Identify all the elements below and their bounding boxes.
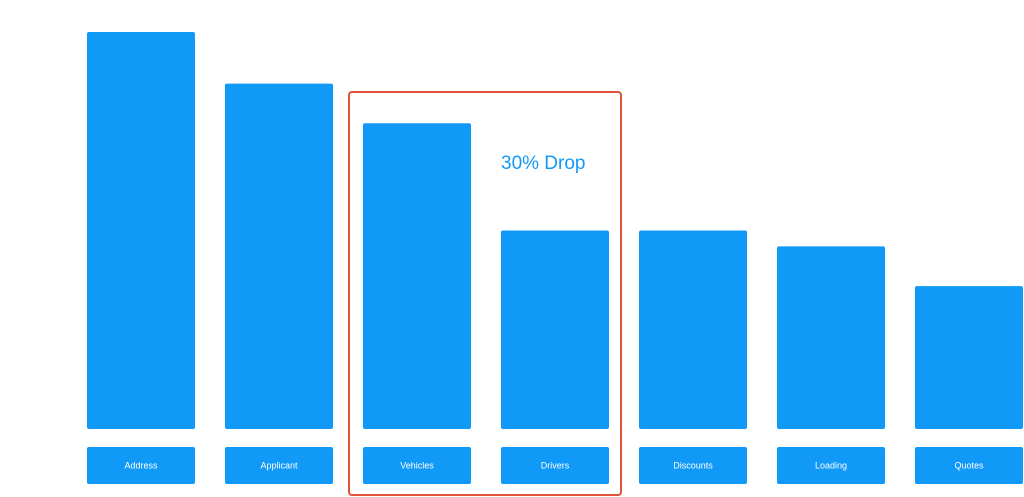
category-label-box-loading [777, 447, 885, 484]
category-label-box-applicant [225, 447, 333, 484]
category-label-vehicles: Vehicles [400, 461, 434, 471]
category-label-quotes: Quotes [954, 461, 984, 471]
category-label-box-discounts [639, 447, 747, 484]
category-label-box-drivers [501, 447, 609, 484]
category-label-address: Address [124, 461, 158, 471]
bar-applicant [225, 83, 333, 430]
bars-layer [87, 32, 1023, 430]
bar-quotes [915, 286, 1023, 429]
bar-discounts [639, 230, 747, 429]
category-label-applicant: Applicant [260, 461, 298, 471]
bar-address [87, 32, 195, 429]
category-label-loading: Loading [815, 461, 847, 471]
category-label-discounts: Discounts [673, 461, 713, 471]
category-label-drivers: Drivers [541, 461, 570, 471]
category-labels-layer: Address Applicant Vehicles Drivers Discounts… [87, 447, 1023, 484]
bar-loading [777, 246, 885, 429]
bar-drivers [501, 230, 609, 429]
category-label-box-address [87, 447, 195, 484]
category-label-box-vehicles [363, 447, 471, 484]
highlight-box [348, 91, 622, 496]
bar-vehicles [363, 123, 471, 429]
category-label-box-quotes [915, 447, 1023, 484]
drop-annotation: 30% Drop [501, 153, 586, 174]
